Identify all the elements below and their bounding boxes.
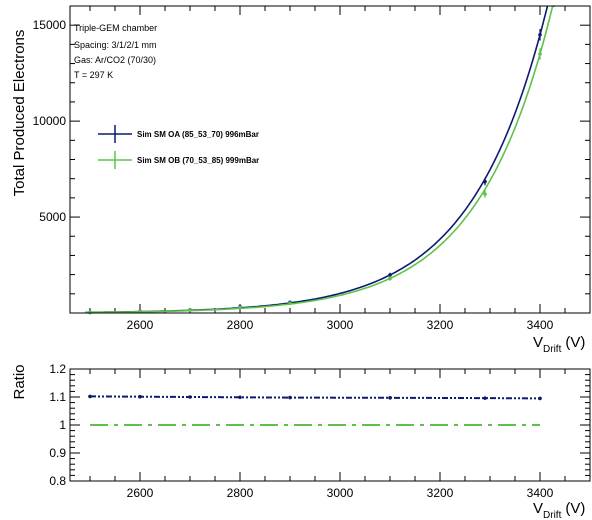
ratio-plot-tick-labels: 2600 2800 3000 3200 3400 0.8 0.9 1 1.1 1.2	[49, 362, 553, 500]
ratio-plot-ticks	[70, 368, 591, 482]
ratio-point-oa	[188, 395, 192, 399]
main-x-tick-label: 3000	[327, 318, 354, 332]
svg-text:VDrift(V): VDrift (V)	[533, 500, 585, 520]
main-plot-panel: 2600 2800 3000 3200 3400 5000 10000 15000 Total…	[11, 5, 591, 355]
annotation-line: Spacing: 3/1/2/1 mm	[74, 40, 157, 50]
ratio-x-tick-label: 3000	[327, 486, 354, 500]
ratio-point-oa	[388, 396, 392, 400]
main-plot-data-points	[88, 29, 542, 315]
ratio-y-tick-label: 0.8	[49, 474, 66, 488]
legend: Sim SM OA (85_53_70) 996mBar Sim SM OB (…	[98, 125, 259, 169]
ratio-x-axis-label-unit: (V)	[565, 500, 585, 517]
main-y-tick-label: 15000	[33, 18, 67, 32]
ratio-x-tick-label: 2800	[227, 486, 254, 500]
ratio-x-axis-label-main: V	[533, 500, 543, 517]
ratio-point-oa	[538, 396, 542, 401]
ratio-x-axis-label-sub: Drift	[543, 510, 562, 520]
main-x-tick-label: 2800	[227, 318, 254, 332]
ratio-y-tick-label: 1.2	[49, 362, 66, 376]
data-point-series-1	[388, 276, 392, 281]
data-point-series-1	[188, 308, 192, 312]
ratio-x-tick-label: 2600	[127, 486, 154, 500]
annotation-line: Gas: Ar/CO2 (70/30)	[74, 55, 156, 65]
ratio-point-oa	[238, 395, 242, 400]
ratio-point-oa	[483, 396, 487, 400]
data-point-series-1	[238, 305, 242, 310]
ratio-y-tick-label: 1	[59, 418, 66, 432]
main-x-tick-label: 3400	[527, 318, 554, 332]
annotation-line: T = 297 K	[74, 70, 113, 80]
svg-text:VDrift(V): VDrift (V)	[533, 334, 585, 355]
ratio-y-tick-label: 0.9	[49, 446, 66, 460]
fit-curve-series-1	[85, 5, 556, 314]
main-x-axis-label: VDrift (V)	[533, 334, 585, 355]
data-point-series-1	[288, 301, 292, 306]
legend-entry-oa: Sim SM OA (85_53_70) 996mBar	[98, 125, 259, 143]
ratio-y-tick-label: 1.1	[49, 390, 66, 404]
legend-label-oa: Sim SM OA (85_53_70) 996mBar	[137, 130, 259, 139]
ratio-plot-frame	[69, 368, 591, 482]
ratio-line-oa	[89, 395, 541, 400]
legend-label-ob: Sim SM OB (70_53_85) 999mBar	[137, 156, 259, 165]
ratio-x-axis-label: VDrift (V)	[533, 500, 585, 520]
main-plot-frame	[69, 5, 591, 314]
main-plot-fit-curves	[85, 5, 556, 314]
main-y-axis-label: Total Produced Electrons	[11, 30, 28, 197]
ratio-plot-lines	[88, 394, 542, 426]
legend-entry-ob: Sim SM OB (70_53_85) 999mBar	[98, 151, 259, 169]
main-plot-tick-labels: 2600 2800 3000 3200 3400 5000 10000 15000	[33, 18, 554, 332]
main-x-tick-label: 3200	[427, 318, 454, 332]
annotation-line: Triple-GEM chamber	[74, 23, 157, 33]
main-x-axis-label-main: V	[533, 334, 543, 351]
ratio-point-oa	[288, 395, 292, 400]
ratio-y-axis-label: Ratio	[11, 364, 28, 399]
main-x-axis-label-unit: (V)	[565, 334, 585, 351]
main-x-tick-label: 2600	[127, 318, 154, 332]
data-point-series-0	[483, 179, 487, 184]
ratio-point-oa	[138, 394, 142, 399]
main-x-axis-label-sub: Drift	[543, 344, 562, 355]
data-point-series-1	[538, 52, 542, 56]
ratio-x-tick-label: 3400	[527, 486, 554, 500]
main-y-tick-label: 5000	[39, 210, 66, 224]
data-point-series-1	[483, 192, 487, 196]
main-y-tick-label: 10000	[33, 114, 67, 128]
annotation-block: Triple-GEM chamber Spacing: 3/1/2/1 mm G…	[74, 23, 157, 80]
ratio-point-oa	[88, 394, 92, 399]
ratio-x-tick-label: 3200	[427, 486, 454, 500]
data-point-series-0	[538, 32, 542, 37]
data-point-series-0	[388, 273, 392, 277]
